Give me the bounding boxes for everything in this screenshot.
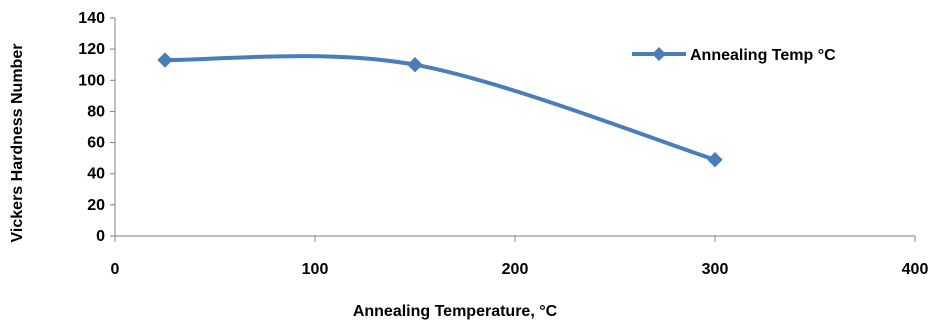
x-tick-label: 400 — [902, 261, 929, 278]
x-tick-label: 0 — [111, 261, 120, 278]
data-point-diamond — [407, 57, 423, 73]
y-tick-label: 120 — [78, 41, 105, 58]
x-axis-title: Annealing Temperature, °C — [353, 303, 558, 320]
x-tick-label: 100 — [302, 261, 329, 278]
data-point-diamond — [157, 52, 173, 68]
x-tick-label: 200 — [502, 261, 529, 278]
y-axis-ticks: 0 20 40 60 80 100 120 140 — [78, 10, 115, 245]
series-layer — [157, 52, 723, 168]
legend: Annealing Temp °C — [632, 47, 836, 64]
y-tick-label: 80 — [87, 103, 105, 120]
y-tick-label: 60 — [87, 135, 105, 152]
series-line — [163, 54, 717, 162]
x-tick-label: 300 — [702, 261, 729, 278]
y-axis-title: Vickers Hardness Number — [9, 44, 26, 243]
x-axis-ticks: 0 100 200 300 400 — [111, 236, 929, 278]
y-tick-label: 40 — [87, 166, 105, 183]
legend-marker-diamond — [652, 47, 666, 61]
y-tick-label: 20 — [87, 197, 105, 214]
y-tick-label: 140 — [78, 10, 105, 27]
legend-label: Annealing Temp °C — [690, 47, 836, 64]
y-tick-label: 100 — [78, 72, 105, 89]
data-point-diamond — [707, 151, 723, 168]
y-tick-label: 0 — [96, 228, 105, 245]
